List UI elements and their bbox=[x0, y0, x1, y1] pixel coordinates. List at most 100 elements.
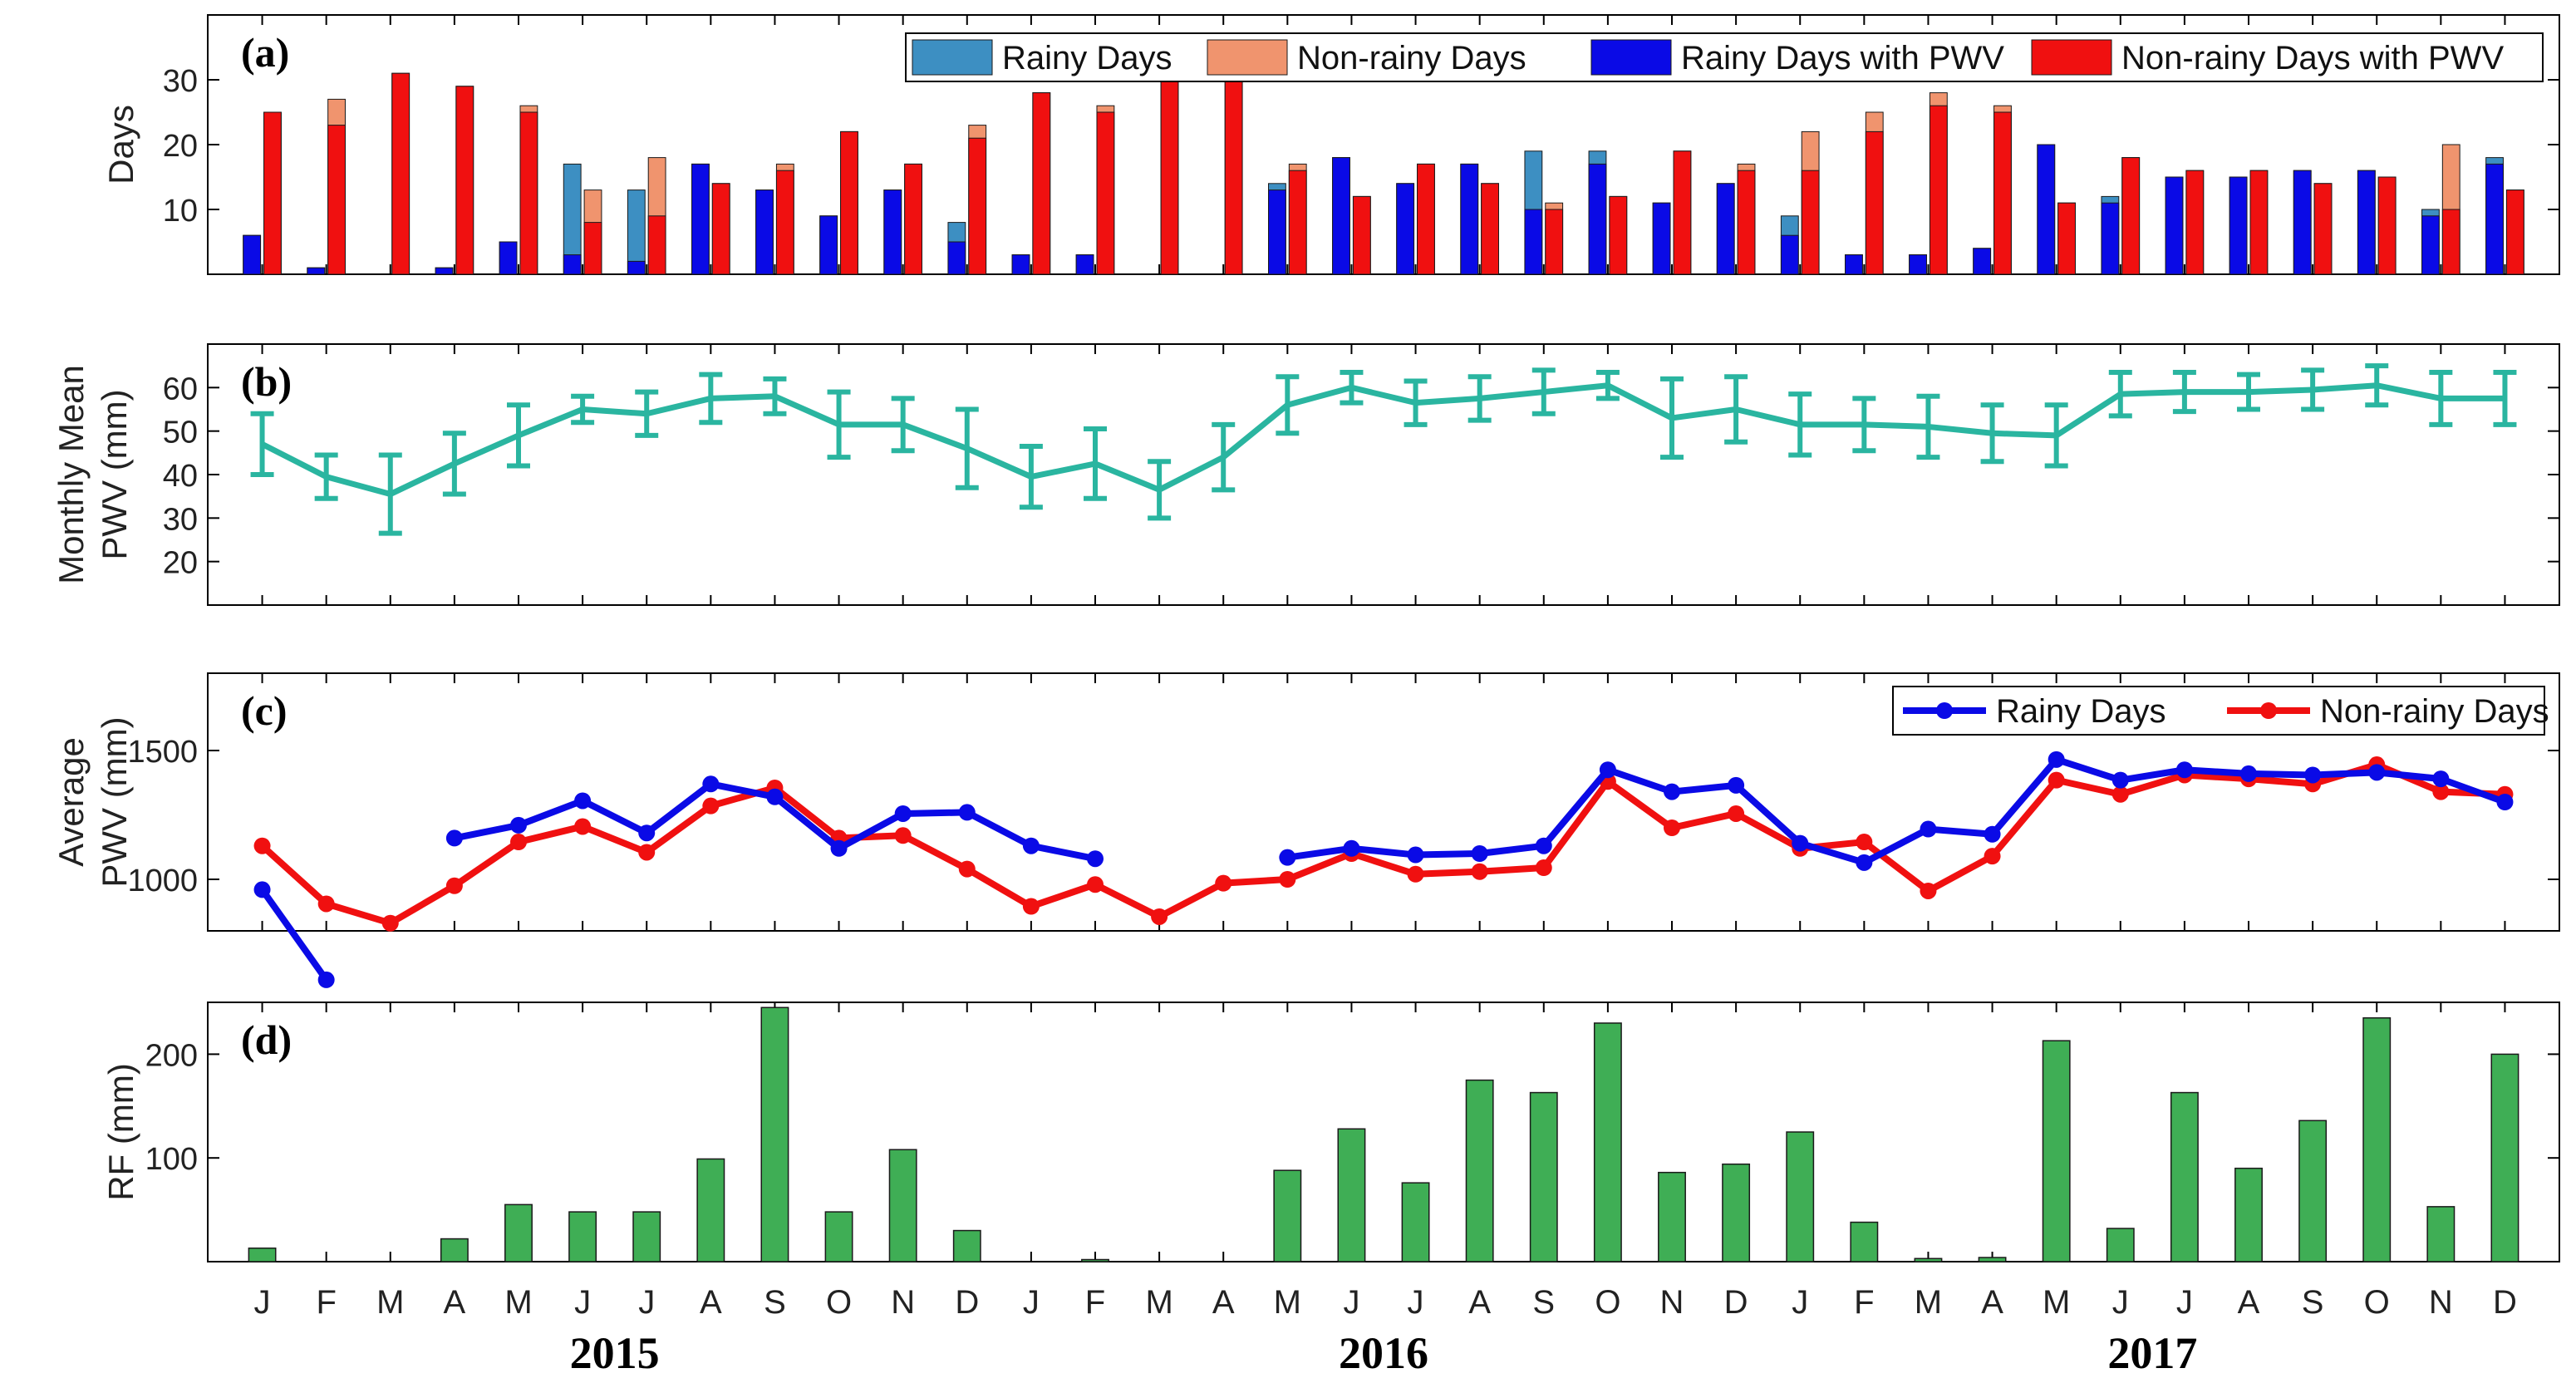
bar-rainy-days-pwv bbox=[755, 189, 774, 275]
bar-rf bbox=[2298, 1120, 2328, 1262]
x-tick-label: A bbox=[700, 1284, 722, 1321]
bar-rf bbox=[2042, 1040, 2071, 1262]
x-tick-label: F bbox=[316, 1284, 336, 1321]
x-tick-label: J bbox=[1408, 1284, 1424, 1321]
bar-nonrainy-days-pwv bbox=[2313, 183, 2333, 275]
legend-swatch bbox=[2031, 39, 2112, 76]
year-label: 2016 bbox=[1339, 1328, 1428, 1378]
point-nonrainy bbox=[381, 914, 399, 932]
point-rainy bbox=[2432, 770, 2450, 788]
x-tick-label: A bbox=[1468, 1284, 1491, 1321]
panel-label: (c) bbox=[241, 687, 288, 734]
point-rainy bbox=[702, 775, 720, 793]
x-tick-label: J bbox=[1792, 1284, 1808, 1321]
y-tick-label: 10 bbox=[163, 194, 198, 229]
point-rainy bbox=[2304, 766, 2322, 784]
point-nonrainy bbox=[1984, 848, 2001, 865]
bar-rf bbox=[632, 1211, 661, 1262]
y-tick-label: 60 bbox=[163, 372, 198, 406]
bar-nonrainy-days-pwv bbox=[1545, 209, 1564, 275]
plot-frame bbox=[207, 1002, 2560, 1262]
point-rainy bbox=[1984, 825, 2001, 843]
panel-label: (b) bbox=[241, 358, 292, 405]
bar-nonrainy-days-pwv bbox=[2121, 157, 2141, 275]
point-nonrainy bbox=[1664, 819, 1681, 836]
bar-nonrainy-days-pwv bbox=[711, 183, 730, 275]
bar-rainy-days-pwv bbox=[1075, 254, 1094, 275]
point-rainy bbox=[509, 816, 527, 834]
y-tick-label: 1000 bbox=[127, 864, 198, 898]
bar-rainy-days-pwv bbox=[499, 241, 518, 275]
x-tick-label: J bbox=[254, 1284, 271, 1321]
bar-nonrainy-days-pwv bbox=[968, 137, 987, 275]
bar-nonrainy-days-pwv bbox=[2377, 176, 2397, 275]
bar-rf bbox=[2170, 1091, 2199, 1262]
point-nonrainy bbox=[574, 818, 592, 835]
x-tick-label: S bbox=[764, 1284, 786, 1321]
bar-rainy-days-pwv bbox=[1268, 189, 1286, 275]
x-tick-label: M bbox=[376, 1284, 404, 1321]
x-tick-label: A bbox=[1981, 1284, 2003, 1321]
bar-nonrainy-days-pwv bbox=[2505, 189, 2524, 275]
bar-nonrainy-days-pwv bbox=[1224, 79, 1243, 275]
bar-rainy-days-pwv bbox=[2101, 202, 2120, 275]
bar-nonrainy-days-pwv bbox=[1352, 195, 1371, 275]
legend-box bbox=[1892, 686, 2545, 736]
point-rainy bbox=[894, 805, 912, 822]
bar-rf bbox=[888, 1149, 917, 1262]
point-nonrainy bbox=[317, 895, 335, 913]
x-tick-label: F bbox=[1854, 1284, 1874, 1321]
series-line-mean-pwv bbox=[260, 382, 2505, 498]
point-rainy bbox=[317, 971, 335, 988]
point-nonrainy bbox=[638, 844, 656, 861]
bar-nonrainy-days-pwv bbox=[1032, 92, 1051, 275]
x-tick-label: A bbox=[2238, 1284, 2260, 1321]
bar-rainy-days-pwv bbox=[1973, 248, 1992, 275]
point-rainy bbox=[1407, 846, 1424, 864]
point-rainy bbox=[1343, 839, 1360, 857]
bar-rf bbox=[1401, 1182, 1430, 1262]
bar-nonrainy-days-pwv bbox=[1481, 183, 1499, 275]
bar-rf bbox=[1465, 1079, 1494, 1262]
x-tick-label: J bbox=[2176, 1284, 2193, 1321]
point-rainy bbox=[445, 829, 463, 847]
point-rainy bbox=[1856, 854, 1873, 871]
bar-nonrainy-days-pwv bbox=[1993, 111, 2012, 275]
x-tick-label: M bbox=[504, 1284, 532, 1321]
bar-nonrainy-days-pwv bbox=[455, 86, 474, 275]
x-tick-label: M bbox=[1145, 1284, 1172, 1321]
series-line-nonrainy bbox=[259, 761, 2505, 927]
x-tick-label: F bbox=[1085, 1284, 1105, 1321]
point-rainy bbox=[253, 881, 271, 898]
point-nonrainy bbox=[1920, 882, 1937, 899]
point-rainy bbox=[1022, 837, 1040, 854]
panel-label: (d) bbox=[241, 1016, 292, 1063]
bar-rf bbox=[504, 1203, 533, 1262]
bar-nonrainy-days-pwv bbox=[327, 125, 346, 275]
bar-rainy-days-pwv bbox=[1396, 183, 1415, 275]
bar-rainy-days-pwv bbox=[627, 260, 646, 275]
point-nonrainy bbox=[702, 797, 720, 815]
bar-nonrainy-days-pwv bbox=[519, 111, 538, 275]
bar-rainy-days-pwv bbox=[2229, 176, 2248, 275]
bar-rainy-days-pwv bbox=[1716, 183, 1735, 275]
bar-rainy-days-pwv bbox=[2357, 170, 2376, 275]
year-label: 2017 bbox=[2107, 1328, 2197, 1378]
bar-nonrainy-days-pwv bbox=[2185, 170, 2205, 275]
bar-rainy-days-pwv bbox=[947, 241, 966, 275]
bar-rainy-days-pwv bbox=[1011, 254, 1030, 275]
legend-swatch bbox=[912, 39, 993, 76]
y-tick-label: 20 bbox=[163, 546, 198, 581]
point-nonrainy bbox=[1215, 874, 1232, 892]
x-tick-label: D bbox=[2493, 1284, 2517, 1321]
y-tick-label: 30 bbox=[163, 64, 198, 99]
point-nonrainy bbox=[894, 827, 912, 844]
point-nonrainy bbox=[2048, 771, 2065, 789]
y-tick-label: 100 bbox=[145, 1142, 198, 1177]
legend-entry: Rainy Days bbox=[1002, 40, 1172, 76]
point-nonrainy bbox=[445, 877, 463, 894]
point-rainy bbox=[2240, 765, 2258, 782]
bar-nonrainy-days-pwv bbox=[1160, 72, 1179, 275]
bar-rf bbox=[440, 1238, 469, 1262]
x-tick-label: O bbox=[2364, 1284, 2390, 1321]
